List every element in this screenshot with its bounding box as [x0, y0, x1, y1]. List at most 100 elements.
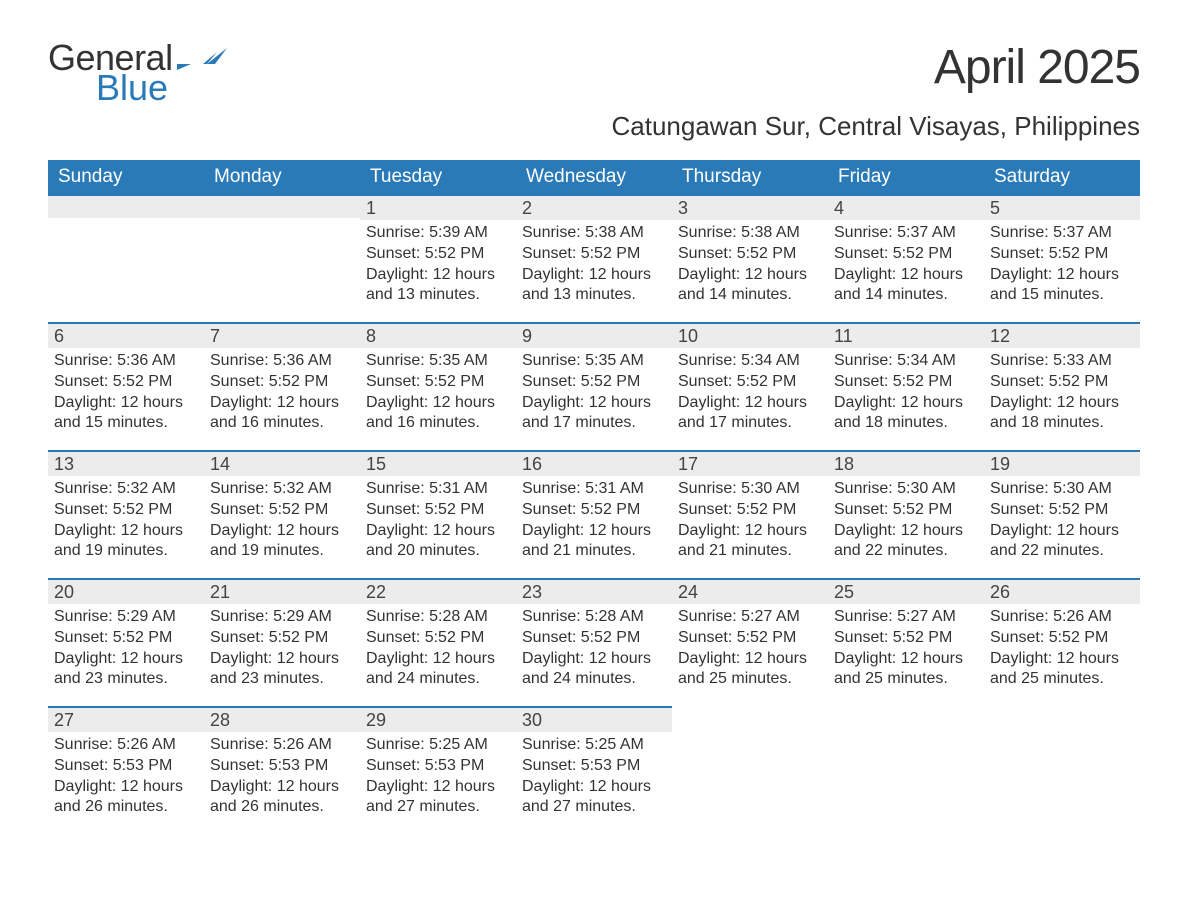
calendar-day-cell: 5Sunrise: 5:37 AMSunset: 5:52 PMDaylight…: [984, 194, 1140, 322]
calendar-empty-cell: [984, 706, 1140, 834]
calendar-day-cell: 7Sunrise: 5:36 AMSunset: 5:52 PMDaylight…: [204, 322, 360, 450]
day-number: 18: [828, 450, 984, 476]
sunrise-line: Sunrise: 5:25 AM: [522, 735, 666, 756]
day-number: 12: [984, 322, 1140, 348]
calendar-day-cell: 14 Sunrise: 5:32 AMSunset: 5:52 PMDayligh…: [204, 450, 360, 578]
sunrise-line: Sunrise: 5:29 AM: [54, 607, 198, 628]
daylight-line: Daylight: 12 hours and 15 minutes.: [54, 393, 198, 435]
day-number: 6: [48, 322, 204, 348]
day-details: Sunrise: 5:30 AMSunset: 5:52 PMDaylight:…: [828, 476, 984, 568]
sunset-line: Sunset: 5:52 PM: [366, 244, 510, 265]
day-details: Sunrise: 5:35 AMSunset: 5:52 PMDaylight:…: [360, 348, 516, 440]
sunrise-line: Sunrise: 5:37 AM: [834, 223, 978, 244]
daylight-line: Daylight: 12 hours and 19 minutes.: [54, 521, 198, 563]
calendar-day-cell: 3Sunrise: 5:38 AMSunset: 5:52 PMDaylight…: [672, 194, 828, 322]
sunrise-line: Sunrise: 5:30 AM: [990, 479, 1134, 500]
daylight-line: Daylight: 12 hours and 23 minutes.: [210, 649, 354, 691]
day-details: Sunrise: 5:37 AMSunset: 5:52 PMDaylight:…: [984, 220, 1140, 312]
calendar-day-cell: 15Sunrise: 5:31 AMSunset: 5:52 PMDayligh…: [360, 450, 516, 578]
calendar-day-cell: 2Sunrise: 5:38 AMSunset: 5:52 PMDaylight…: [516, 194, 672, 322]
daylight-line: Daylight: 12 hours and 22 minutes.: [990, 521, 1134, 563]
sunrise-line: Sunrise: 5:35 AM: [522, 351, 666, 372]
calendar-week-row: 27Sunrise: 5:26 AMSunset: 5:53 PMDayligh…: [48, 706, 1140, 834]
calendar-day-cell: 30Sunrise: 5:25 AMSunset: 5:53 PMDayligh…: [516, 706, 672, 834]
day-details: Sunrise: 5:37 AMSunset: 5:52 PMDaylight:…: [828, 220, 984, 312]
day-number: 21: [204, 578, 360, 604]
sunset-line: Sunset: 5:52 PM: [366, 500, 510, 521]
column-header: Friday: [828, 160, 984, 194]
day-number: 16: [516, 450, 672, 476]
daylight-line: Daylight: 12 hours and 18 minutes.: [990, 393, 1134, 435]
daylight-line: Daylight: 12 hours and 16 minutes.: [366, 393, 510, 435]
day-details: Sunrise: 5:26 AMSunset: 5:53 PMDaylight:…: [48, 732, 204, 824]
calendar-body: 1Sunrise: 5:39 AMSunset: 5:52 PMDaylight…: [48, 194, 1140, 834]
location-subtitle: Catungawan Sur, Central Visayas, Philipp…: [612, 111, 1141, 142]
daylight-line: Daylight: 12 hours and 21 minutes.: [678, 521, 822, 563]
sunset-line: Sunset: 5:52 PM: [990, 372, 1134, 393]
sunset-line: Sunset: 5:52 PM: [990, 500, 1134, 521]
column-header: Wednesday: [516, 160, 672, 194]
sunrise-line: Sunrise: 5:32 AM: [210, 479, 354, 500]
sunrise-line: Sunrise: 5:34 AM: [834, 351, 978, 372]
sunrise-line: Sunrise: 5:39 AM: [366, 223, 510, 244]
day-details: Sunrise: 5:27 AMSunset: 5:52 PMDaylight:…: [672, 604, 828, 696]
calendar-day-cell: 1Sunrise: 5:39 AMSunset: 5:52 PMDaylight…: [360, 194, 516, 322]
title-block: April 2025 Catungawan Sur, Central Visay…: [612, 40, 1141, 142]
sunset-line: Sunset: 5:52 PM: [366, 628, 510, 649]
logo: General Blue: [48, 40, 227, 106]
calendar-day-cell: 25Sunrise: 5:27 AMSunset: 5:52 PMDayligh…: [828, 578, 984, 706]
day-details: Sunrise: 5:25 AMSunset: 5:53 PMDaylight:…: [516, 732, 672, 824]
sunset-line: Sunset: 5:52 PM: [210, 628, 354, 649]
day-details: Sunrise: 5:28 AMSunset: 5:52 PMDaylight:…: [360, 604, 516, 696]
sunset-line: Sunset: 5:52 PM: [834, 244, 978, 265]
day-number: 2: [516, 194, 672, 220]
sunset-line: Sunset: 5:52 PM: [54, 500, 198, 521]
sunset-line: Sunset: 5:52 PM: [522, 500, 666, 521]
sunrise-line: Sunrise: 5:31 AM: [366, 479, 510, 500]
day-number: 25: [828, 578, 984, 604]
day-number: 11: [828, 322, 984, 348]
sunset-line: Sunset: 5:53 PM: [522, 756, 666, 777]
daylight-line: Daylight: 12 hours and 26 minutes.: [210, 777, 354, 819]
daylight-line: Daylight: 12 hours and 15 minutes.: [990, 265, 1134, 307]
sunset-line: Sunset: 5:52 PM: [522, 628, 666, 649]
sunset-line: Sunset: 5:52 PM: [678, 628, 822, 649]
calendar-day-cell: 12Sunrise: 5:33 AMSunset: 5:52 PMDayligh…: [984, 322, 1140, 450]
column-header: Saturday: [984, 160, 1140, 194]
calendar-week-row: 1Sunrise: 5:39 AMSunset: 5:52 PMDaylight…: [48, 194, 1140, 322]
sunset-line: Sunset: 5:52 PM: [522, 372, 666, 393]
calendar-day-cell: 17Sunrise: 5:30 AMSunset: 5:52 PMDayligh…: [672, 450, 828, 578]
day-number: 14: [204, 450, 360, 476]
day-details: Sunrise: 5:34 AMSunset: 5:52 PMDaylight:…: [672, 348, 828, 440]
day-details: Sunrise: 5:30 AMSunset: 5:52 PMDaylight:…: [984, 476, 1140, 568]
sunset-line: Sunset: 5:52 PM: [678, 372, 822, 393]
day-details: Sunrise: 5:36 AMSunset: 5:52 PMDaylight:…: [204, 348, 360, 440]
sunset-line: Sunset: 5:52 PM: [54, 628, 198, 649]
sunset-line: Sunset: 5:52 PM: [210, 500, 354, 521]
calendar-day-cell: 18Sunrise: 5:30 AMSunset: 5:52 PMDayligh…: [828, 450, 984, 578]
sunrise-line: Sunrise: 5:34 AM: [678, 351, 822, 372]
sunrise-line: Sunrise: 5:30 AM: [834, 479, 978, 500]
daylight-line: Daylight: 12 hours and 24 minutes.: [522, 649, 666, 691]
sunset-line: Sunset: 5:53 PM: [210, 756, 354, 777]
daylight-line: Daylight: 12 hours and 14 minutes.: [678, 265, 822, 307]
day-number: 24: [672, 578, 828, 604]
day-number: 3: [672, 194, 828, 220]
calendar-week-row: 20Sunrise: 5:29 AMSunset: 5:52 PMDayligh…: [48, 578, 1140, 706]
daylight-line: Daylight: 12 hours and 24 minutes.: [366, 649, 510, 691]
day-number: 20: [48, 578, 204, 604]
sunrise-line: Sunrise: 5:25 AM: [366, 735, 510, 756]
day-number: 7: [204, 322, 360, 348]
daylight-line: Daylight: 12 hours and 13 minutes.: [366, 265, 510, 307]
day-number: 23: [516, 578, 672, 604]
daylight-line: Daylight: 12 hours and 27 minutes.: [522, 777, 666, 819]
calendar-day-cell: 29Sunrise: 5:25 AMSunset: 5:53 PMDayligh…: [360, 706, 516, 834]
calendar-day-cell: 24Sunrise: 5:27 AMSunset: 5:52 PMDayligh…: [672, 578, 828, 706]
sunrise-line: Sunrise: 5:26 AM: [990, 607, 1134, 628]
sunset-line: Sunset: 5:52 PM: [834, 500, 978, 521]
page-title: April 2025: [612, 40, 1141, 95]
sunrise-line: Sunrise: 5:27 AM: [834, 607, 978, 628]
day-details: Sunrise: 5:26 AMSunset: 5:53 PMDaylight:…: [204, 732, 360, 824]
daylight-line: Daylight: 12 hours and 19 minutes.: [210, 521, 354, 563]
day-number: 8: [360, 322, 516, 348]
